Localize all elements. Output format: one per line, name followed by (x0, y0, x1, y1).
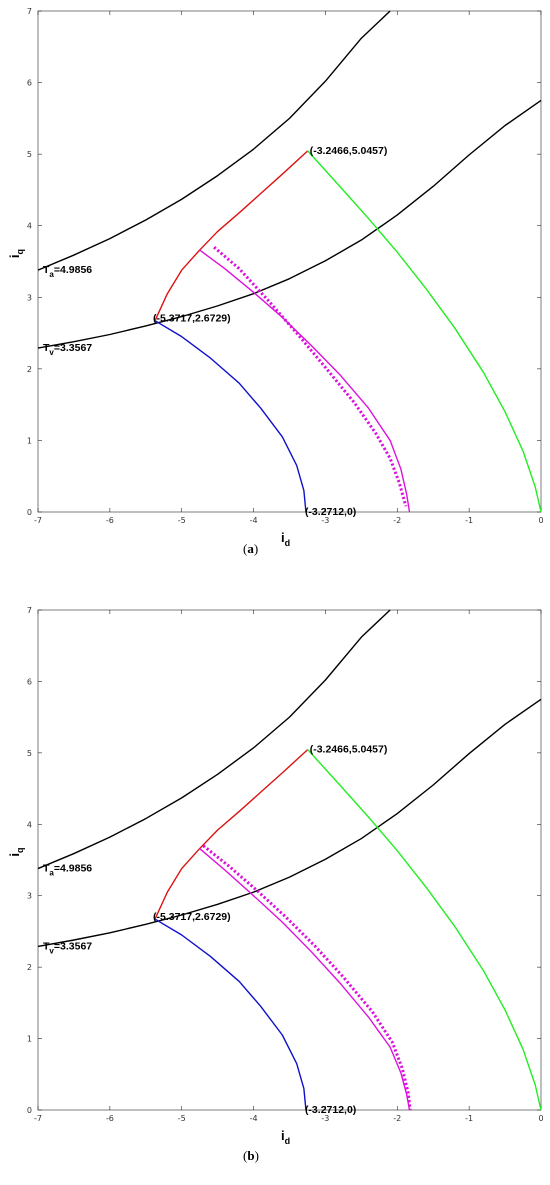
y-tick-label: 0 (27, 1106, 32, 1115)
y-tick-label: 0 (27, 508, 32, 517)
series-line-2 (154, 918, 307, 1111)
y-tick-label: 3 (27, 293, 32, 302)
point-annotation: (-3.2466,5.0457) (310, 145, 388, 157)
x-tick-label: -5 (178, 516, 186, 525)
y-tick-label: 7 (27, 606, 32, 615)
x-axis-label: id (281, 530, 290, 548)
point-annotation: (-3.2466,5.0457) (310, 744, 388, 756)
torque-label: Ta=4.9856 (43, 863, 92, 878)
panel-caption: (a) (243, 541, 258, 556)
point-annotation: (-5.3717,2.6729) (153, 911, 231, 923)
plot-frame (37, 609, 542, 1111)
y-axis-label-sub: q (15, 249, 25, 255)
torque-label-value: =4.9856 (54, 264, 92, 276)
y-tick-label: 6 (27, 677, 32, 686)
y-tick-label: 3 (27, 892, 32, 901)
x-axis-label-sub: d (285, 1136, 291, 1146)
series-line-6 (307, 749, 542, 1111)
torque-label-value: =4.9856 (54, 863, 92, 875)
y-tick-label: 4 (27, 820, 32, 829)
panel-caption: (b) (243, 1148, 259, 1163)
y-tick-label: 5 (27, 150, 32, 159)
panel-b: -7 -6 -5 -4 -3 -2 -1 0 0 1 2 3 4 5 6 7 (-3.2466,5.0457) (… (7, 606, 544, 1163)
y-tick-label: 4 (27, 222, 32, 231)
panel-a: -7 -6 -5 -4 -3 -2 -1 0 0 1 2 3 4 5 6 7 (-3.2466,5.0457) (… (7, 7, 544, 556)
y-axis-label-main: i (7, 853, 22, 857)
x-tick-label: -4 (250, 516, 258, 525)
plot-frame (37, 10, 542, 513)
x-tick-label: -1 (465, 516, 473, 525)
x-tick-label: 0 (538, 516, 543, 525)
series-line-4 (199, 249, 411, 513)
series-line-1 (37, 99, 542, 349)
torque-label-main: T (43, 940, 50, 952)
torque-label: Tv=3.3567 (43, 940, 92, 955)
torque-label: Ta=4.9856 (43, 264, 92, 279)
torque-label: Tv=3.3567 (43, 342, 92, 357)
torque-label-sub: v (49, 348, 54, 357)
torque-label-sub: a (49, 270, 54, 279)
y-tick-label: 1 (27, 1035, 32, 1044)
y-tick-label: 2 (27, 365, 32, 374)
x-tick-label: -2 (393, 516, 401, 525)
series-line-1 (37, 698, 542, 948)
y-axis-label: iq (7, 249, 25, 258)
y-tick-label: 6 (27, 79, 32, 88)
point-annotation: (-3.2712,0) (305, 506, 356, 518)
x-tick-label: -6 (106, 516, 114, 525)
series-line-6 (307, 150, 542, 513)
x-tick-label: -6 (106, 1114, 114, 1123)
x-tick-label: -4 (250, 1114, 258, 1123)
torque-label-value: =3.3567 (54, 940, 92, 952)
torque-label-main: T (43, 863, 50, 875)
x-tick-label: -2 (393, 1114, 401, 1123)
x-tick-label: -3 (321, 516, 329, 525)
torque-label-sub: a (49, 869, 54, 878)
x-tick-label: -7 (34, 1114, 42, 1123)
y-tick-label: 2 (27, 963, 32, 972)
x-tick-label: -1 (465, 1114, 473, 1123)
x-tick-label: -5 (178, 1114, 186, 1123)
series-line-2 (154, 320, 307, 513)
series-line-3 (154, 150, 309, 321)
series-line-0 (37, 10, 391, 271)
torque-label-value: =3.3567 (54, 342, 92, 354)
y-axis-label: iq (7, 847, 25, 856)
point-annotation: (-5.3717,2.6729) (153, 313, 231, 325)
y-tick-label: 5 (27, 749, 32, 758)
torque-label-sub: v (49, 946, 54, 955)
x-axis-label-main: i (281, 1128, 285, 1143)
series-line-0 (37, 609, 391, 870)
y-axis-label-sub: q (15, 847, 25, 853)
x-tick-label: -3 (321, 1114, 329, 1123)
point-annotation: (-3.2712,0) (305, 1104, 356, 1116)
x-axis-label-sub: d (285, 538, 291, 548)
y-tick-label: 1 (27, 436, 32, 445)
x-axis-label-main: i (281, 530, 285, 545)
torque-label-main: T (43, 342, 50, 354)
series-line-4 (199, 848, 411, 1111)
series-line-5 (213, 246, 408, 507)
torque-label-main: T (43, 264, 50, 276)
y-axis-label-main: i (7, 254, 22, 258)
x-axis-label: id (281, 1128, 290, 1146)
series-line-5 (202, 844, 412, 1111)
x-tick-label: -7 (34, 516, 42, 525)
x-tick-label: 0 (538, 1114, 543, 1123)
series-line-3 (154, 749, 309, 920)
y-tick-label: 7 (27, 7, 32, 16)
